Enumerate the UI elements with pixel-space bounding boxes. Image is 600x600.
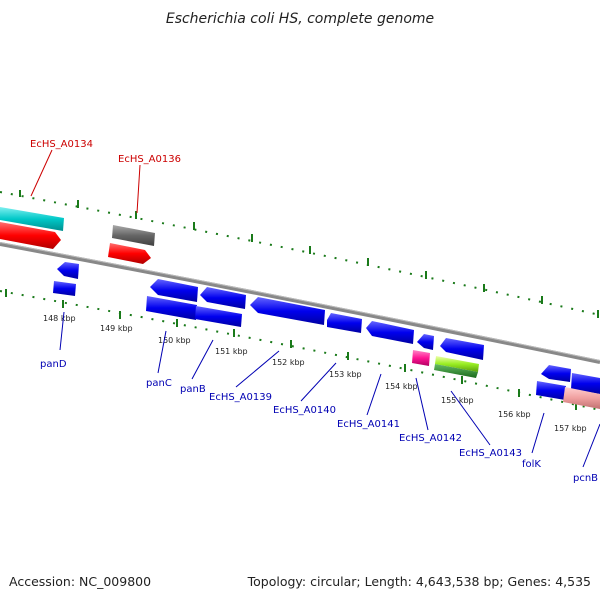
ruler-label: 151 kbp <box>215 347 248 356</box>
magenta-feature[interactable] <box>412 350 430 366</box>
ruler-label: 154 kbp <box>385 382 418 391</box>
upper-tick-track <box>0 191 600 316</box>
gene-label-panc[interactable]: panC <box>146 378 172 389</box>
gene-label-echs-a0136[interactable]: EcHS_A0136 <box>118 154 181 165</box>
ruler-label: 152 kbp <box>272 358 305 367</box>
bottom-gene-labels <box>59 311 600 468</box>
topology-text: Topology: circular; Length: 4,643,538 bp… <box>247 574 591 589</box>
cyan-feature[interactable] <box>0 207 64 231</box>
gene-label-pcnb[interactable]: pcnB <box>573 473 598 484</box>
accession-text: Accession: NC_009800 <box>9 574 152 589</box>
ruler-ticks <box>5 289 577 410</box>
ruler-label: 157 kbp <box>554 424 587 433</box>
cds-features[interactable] <box>53 262 600 400</box>
gene-label-pand[interactable]: panD <box>40 359 67 370</box>
green-feature[interactable] <box>434 356 479 378</box>
ruler-label: 148 kbp <box>43 314 76 323</box>
gene-label-echs-a0143[interactable]: EcHS_A0143 <box>459 448 522 459</box>
ruler-label: 150 kbp <box>158 336 191 345</box>
gene-label-echs-a0139[interactable]: EcHS_A0139 <box>209 392 272 403</box>
gene-label-echs-a0134[interactable]: EcHS_A0134 <box>30 139 93 150</box>
top-gene-labels: EcHS_A0134 EcHS_A0136 <box>30 139 181 214</box>
gray-feature[interactable] <box>112 225 155 246</box>
red-feature-1[interactable] <box>0 222 61 249</box>
ruler-label: 156 kbp <box>498 410 531 419</box>
map-title: Escherichia coli HS, complete genome <box>166 11 434 27</box>
ruler-label: 153 kbp <box>329 370 362 379</box>
gene-label-echs-a0141[interactable]: EcHS_A0141 <box>337 419 400 430</box>
gene-label-echs-a0140[interactable]: EcHS_A0140 <box>273 405 336 416</box>
gene-label-folk[interactable]: folK <box>522 459 541 470</box>
red-feature-2[interactable] <box>108 243 151 264</box>
gene-label-echs-a0142[interactable]: EcHS_A0142 <box>399 433 462 444</box>
ruler-label: 149 kbp <box>100 324 133 333</box>
pink-feature[interactable] <box>563 387 600 409</box>
upper-major-ticks <box>19 190 599 318</box>
bottom-gene-label-texts: panD panC panB EcHS_A0139 EcHS_A0140 EcH… <box>40 359 598 484</box>
genome-backbone <box>0 242 600 364</box>
gene-label-panb[interactable]: panB <box>180 384 206 395</box>
